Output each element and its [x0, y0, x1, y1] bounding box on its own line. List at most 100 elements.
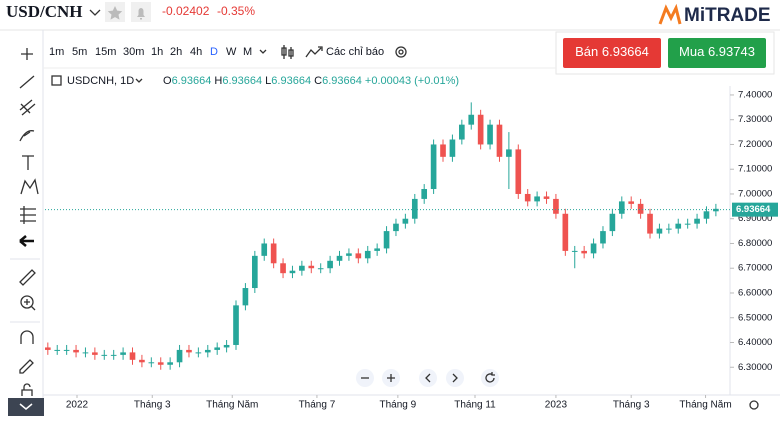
candle-body	[393, 223, 399, 232]
sell-label: Bán	[575, 44, 598, 59]
last-price-tag	[732, 202, 778, 217]
indicators-button[interactable]: Các chỉ báo	[326, 46, 384, 58]
logo-mark	[658, 3, 682, 25]
y-tick-label: 6.90000	[738, 213, 772, 224]
candle-body	[336, 255, 343, 261]
candle-body	[364, 250, 371, 259]
ruler-tool[interactable]	[19, 269, 36, 286]
interval-button[interactable]: 1h	[151, 46, 163, 58]
candle-body	[110, 354, 117, 356]
interval-button[interactable]: 4h	[190, 46, 202, 58]
interval-button[interactable]: 1m	[49, 46, 64, 58]
legend-key: C	[314, 75, 322, 87]
legend-key: O	[163, 75, 172, 87]
prediction-tool[interactable]	[20, 206, 36, 224]
crosshair-tool[interactable]	[21, 48, 33, 60]
bell-icon	[137, 8, 145, 20]
candle-body	[261, 243, 268, 256]
collapse-button[interactable]	[8, 398, 44, 416]
y-tick-label: 7.10000	[738, 164, 772, 175]
interval-button[interactable]: M	[243, 46, 252, 58]
candle-body	[459, 124, 465, 140]
candle-body	[515, 149, 522, 194]
navigation-buttons	[356, 369, 499, 387]
y-tick-label: 7.40000	[738, 89, 772, 100]
candle-body	[571, 250, 578, 252]
settings-center	[398, 49, 404, 55]
candle-body	[524, 193, 531, 202]
indicator-icon[interactable]	[305, 46, 323, 58]
interval-button[interactable]: D	[210, 46, 218, 58]
y-tick-label: 6.70000	[738, 263, 772, 274]
candle-body	[101, 354, 108, 356]
drawing-tools	[8, 48, 44, 416]
zoom-tool[interactable]	[20, 295, 34, 309]
candle-body	[430, 144, 437, 190]
x-tick-label: Tháng 7	[299, 400, 336, 411]
candle-body	[139, 359, 145, 363]
settings-button[interactable]	[395, 46, 407, 58]
legend-value: 6.93664	[222, 75, 262, 87]
sell-button[interactable]	[563, 38, 661, 68]
y-tick-label: 6.30000	[738, 362, 772, 373]
zoom-plus	[24, 299, 36, 311]
candle-body	[355, 253, 362, 259]
legend-ohlc: O6.93664 H6.93664 L6.93664 C6.93664 +0.0…	[163, 75, 459, 87]
legend-toggle[interactable]	[51, 75, 62, 86]
candle-body	[656, 228, 663, 234]
legend-caret[interactable]	[135, 78, 143, 83]
candle-body	[628, 201, 635, 204]
candle-body	[157, 362, 164, 365]
lock-tool[interactable]	[21, 383, 33, 396]
candle-body	[609, 213, 616, 232]
fib-tool[interactable]	[19, 99, 36, 116]
back-tool[interactable]	[19, 235, 34, 247]
last-price-label: 6.93664	[736, 204, 771, 215]
candle-body	[543, 196, 550, 199]
interval-button[interactable]: 2h	[170, 46, 182, 58]
interval-button[interactable]: W	[226, 46, 237, 58]
chart-type-button[interactable]	[281, 45, 294, 59]
logo: MiTRADE	[684, 5, 771, 26]
symbol[interactable]: USD/CNH	[6, 2, 83, 21]
scroll-left-button[interactable]	[419, 369, 437, 387]
scroll-right-button[interactable]	[446, 369, 464, 387]
x-tick-label: 2023	[545, 400, 568, 411]
trendline-tool[interactable]	[19, 75, 35, 89]
price-change: -0.02402	[162, 4, 210, 18]
candle-body	[92, 352, 98, 355]
reset-button[interactable]	[481, 369, 499, 387]
candle-body	[590, 243, 597, 254]
buy-button[interactable]	[668, 38, 766, 68]
axis-settings-button[interactable]	[749, 400, 759, 410]
candle-body	[252, 255, 258, 289]
legend-value: 6.93664	[271, 75, 311, 87]
scroll-right-icon	[452, 373, 458, 383]
interval-button[interactable]: 30m	[123, 46, 144, 58]
brush-tool[interactable]	[19, 130, 35, 142]
candle-body	[167, 362, 173, 365]
lock-draw-tool[interactable]	[19, 359, 34, 374]
interval-button[interactable]: 15m	[95, 46, 116, 58]
legend-value: 6.93664	[322, 75, 362, 87]
star-icon	[107, 6, 123, 20]
candle-body	[214, 347, 221, 350]
scroll-left-icon	[425, 373, 431, 383]
x-tick-label: Tháng 3	[613, 400, 650, 411]
candle-body	[120, 352, 126, 355]
candle-body	[223, 344, 230, 348]
candle-body	[666, 228, 672, 230]
y-tick-label: 6.40000	[738, 337, 772, 348]
reset-icon	[485, 372, 495, 383]
symbol-caret[interactable]	[89, 9, 101, 16]
candle-body	[618, 201, 625, 214]
text-tool[interactable]	[22, 155, 34, 170]
buy-price: 6.93743	[708, 44, 755, 59]
candle-body	[506, 149, 512, 157]
interval-caret[interactable]	[259, 49, 267, 54]
pattern-tool[interactable]	[20, 178, 39, 195]
magnet-tool[interactable]	[20, 330, 34, 344]
interval-button[interactable]: 5m	[72, 46, 87, 58]
candle-body	[54, 349, 61, 351]
